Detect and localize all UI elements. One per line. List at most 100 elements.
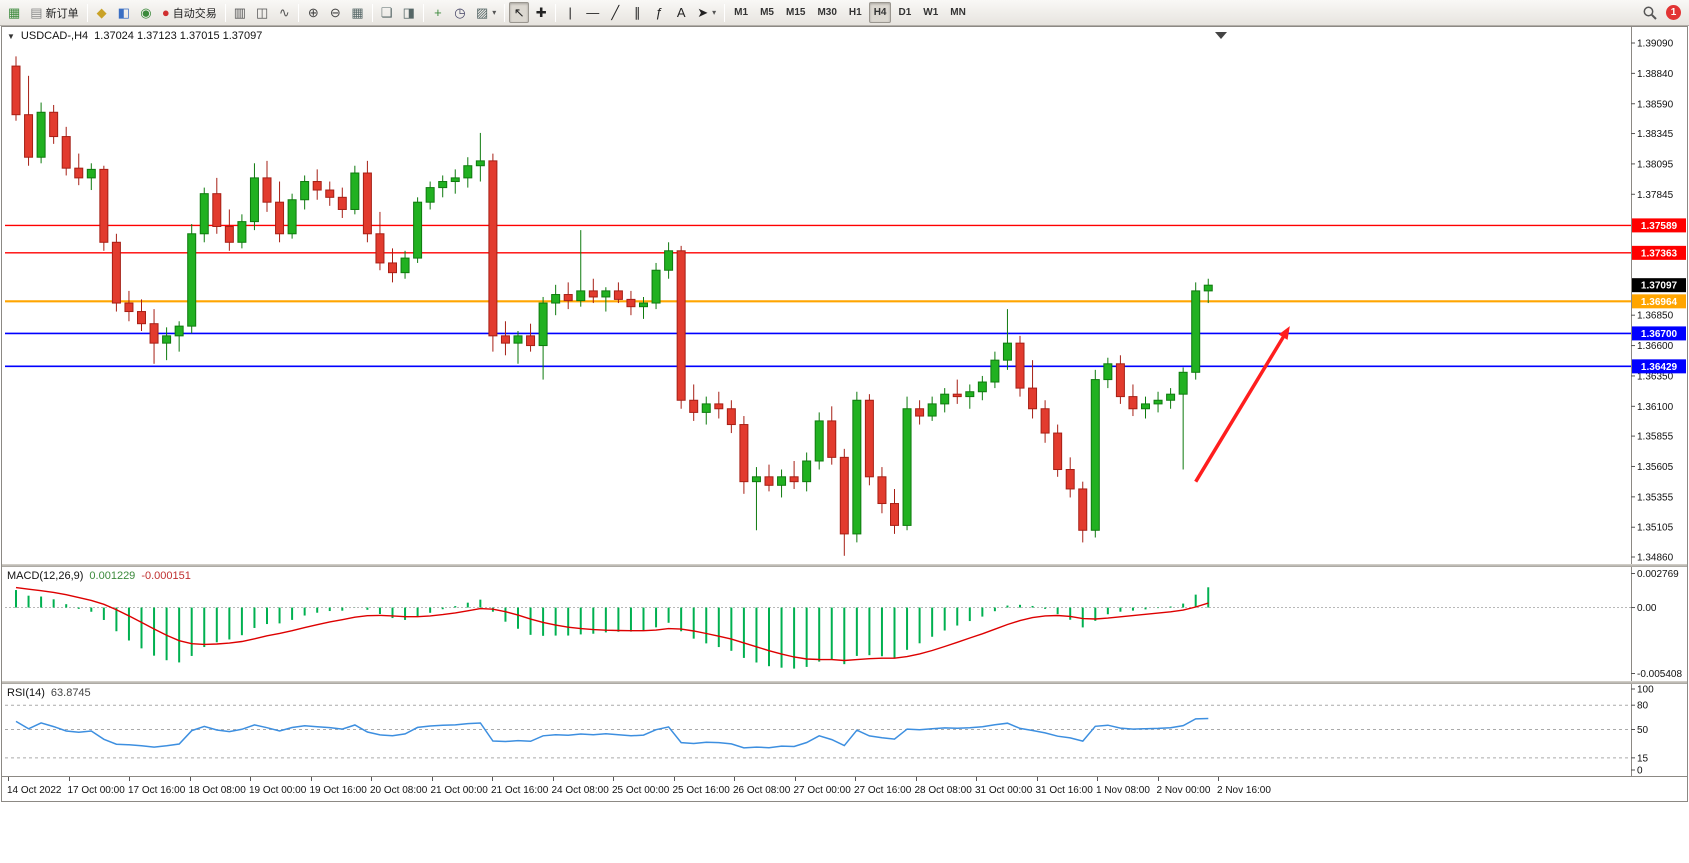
time-axis-tick [1036,777,1038,781]
trendline-tool-button[interactable]: ╱ [605,2,625,23]
timeframe-w1-button[interactable]: W1 [923,7,939,18]
zoom-out-icon: ⊖ [329,5,341,20]
zoom-in-button[interactable]: ⊕ [303,2,323,23]
main-chart-pane[interactable]: 1.39090 1.38840 1.38590 1.38345 1.38095 1.378… [2,27,1687,564]
channel-tool-button[interactable]: ∥ [627,2,647,23]
cursor-tool-button[interactable]: ↖ [509,2,530,23]
time-axis-label: 17 Oct 00:00 [67,785,125,796]
line-chart-mode-button[interactable]: ∿ [274,2,294,23]
svg-text:15: 15 [1637,753,1649,764]
arrange-windows-button[interactable]: ❏ [377,2,397,23]
svg-text:1.36964: 1.36964 [1641,297,1678,308]
new-chart-button[interactable]: ▦ [4,2,24,23]
trend-arrow-annotation[interactable] [1194,326,1290,483]
macd-pane[interactable]: 0.002769 0.00 -0.005408 MACD(12,26,9) 0.00… [2,567,1687,681]
time-axis-tick [915,777,917,781]
time-axis-tick [431,777,433,781]
price-tag: 1.36964 [1632,294,1686,309]
candlestick-mode-icon: ◫ [256,5,269,20]
time-axis-tick [310,777,312,781]
data-window-button[interactable]: ◧ [114,2,134,23]
svg-text:1.35605: 1.35605 [1637,462,1674,473]
toolbar-right: 1 [1642,5,1686,21]
rsi-axis[interactable]: 100 80 50 15 0 [1631,685,1654,777]
profiles-button[interactable]: ◆ [92,2,112,23]
strategy-navigator-icon: ◉ [140,5,152,20]
time-axis-tick [613,777,614,781]
macd-axis[interactable]: 0.002769 0.00 -0.005408 [1631,569,1682,680]
pane-separator[interactable] [2,564,1687,567]
time-axis-tick [734,777,735,781]
svg-text:1.38345: 1.38345 [1637,129,1674,140]
time-axis-label: 27 Oct 00:00 [793,785,851,796]
chart-shift-marker[interactable] [1215,32,1227,39]
new-order-button[interactable]: ▤ 新订单 [26,2,82,23]
toolbar-separator [298,3,300,22]
vertical-line-tool-button[interactable]: | [560,2,580,23]
svg-text:1.35105: 1.35105 [1637,523,1674,534]
search-icon[interactable] [1642,5,1658,21]
bar-chart-mode-button[interactable]: ▥ [230,2,250,23]
time-axis-label: 21 Oct 16:00 [491,785,549,796]
macd-signal-value: -0.000151 [141,570,191,582]
svg-text:50: 50 [1637,725,1649,736]
text-tool-icon: A [676,5,686,20]
time-axis-label: 24 Oct 08:00 [551,785,609,796]
chart-menu-icon[interactable]: ▼ [7,31,15,41]
cascade-windows-button[interactable]: ◨ [399,2,419,23]
time-axis-label: 28 Oct 08:00 [914,785,972,796]
timeframe-m30-button[interactable]: M30 [817,7,837,18]
svg-text:1.38840: 1.38840 [1637,69,1674,80]
svg-text:1.37097: 1.37097 [1641,281,1678,292]
svg-text:100: 100 [1637,685,1654,696]
timeframe-h1-button[interactable]: H1 [848,7,862,18]
toolbar-separator [224,3,226,22]
svg-text:1.35355: 1.35355 [1637,492,1674,503]
timeframe-h4-button[interactable]: H4 [868,2,892,23]
time-axis[interactable]: 14 Oct 2022 17 Oct 00:00 17 Oct 16:00 18 Oc… [2,776,1687,801]
candlestick-mode-button[interactable]: ◫ [252,2,272,23]
arrows-tool-button[interactable]: ➤ ▾ [693,2,720,23]
toolbar-separator [555,3,557,22]
fibonacci-tool-button[interactable]: ƒ [649,2,669,23]
time-axis-label: 26 Oct 08:00 [733,785,791,796]
templates-button[interactable]: ▨ ▾ [472,2,500,23]
text-tool-button[interactable]: A [671,2,691,23]
zoom-out-button[interactable]: ⊖ [325,2,345,23]
timeframe-m15-button[interactable]: M15 [785,7,806,18]
add-chart-icon: + [434,5,442,20]
svg-text:1.37589: 1.37589 [1641,221,1678,232]
rsi-level-lines [5,704,1631,759]
svg-text:0.002769: 0.002769 [1637,569,1679,580]
time-axis-tick [794,777,796,781]
svg-text:-0.005408: -0.005408 [1637,669,1682,680]
crosshair-tool-button[interactable]: ✚ [531,2,551,23]
horizontal-line-tool-icon: — [586,5,600,20]
timeframe-m1-button[interactable]: M1 [734,7,749,18]
new-order-label: 新订单 [45,7,79,20]
candlestick-series [11,56,1213,556]
pane-separator[interactable] [2,681,1687,684]
tile-windows-button[interactable]: ▦ [347,2,367,23]
timeframe-mn-button[interactable]: MN [950,7,966,18]
strategy-navigator-button[interactable]: ◉ [136,2,156,23]
period-clock-button[interactable]: ◷ [450,2,470,23]
time-axis-label: 1 Nov 08:00 [1096,785,1150,796]
time-axis-tick [371,777,372,781]
timeframe-m5-button[interactable]: M5 [760,7,774,18]
time-axis-tick [189,777,191,781]
svg-text:1.35855: 1.35855 [1637,432,1674,443]
timeframe-d1-button[interactable]: D1 [898,7,912,18]
horizontal-level-lines[interactable] [5,224,1631,368]
chart-window: 1.39090 1.38840 1.38590 1.38345 1.38095 1.378… [1,26,1688,802]
time-axis-tick [250,777,251,781]
add-chart-button[interactable]: + [428,2,448,23]
auto-trading-button[interactable]: ● 自动交易 [158,2,221,23]
rsi-pane[interactable]: 100 80 50 15 0 RSI(14) 63.8745 [2,684,1687,776]
horizontal-line-tool-button[interactable]: — [582,2,603,23]
notification-badge[interactable]: 1 [1666,5,1681,20]
price-axis[interactable]: 1.39090 1.38840 1.38590 1.38345 1.38095 1.378… [1631,39,1674,564]
rsi-line [15,717,1209,749]
svg-text:1.36100: 1.36100 [1637,402,1674,413]
cascade-windows-icon: ◨ [402,5,415,20]
